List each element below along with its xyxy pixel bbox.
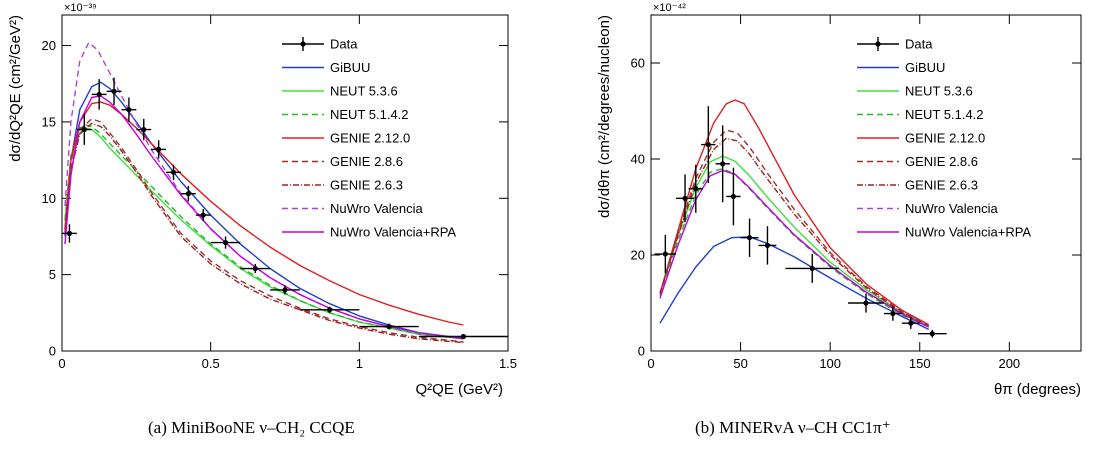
a-data-point — [111, 88, 117, 94]
b-legend-label: NEUT 5.3.6 — [905, 84, 973, 99]
a-ytick-label: 20 — [42, 38, 56, 53]
a-data-points — [62, 77, 508, 340]
b-legend: Data GiBUU NEUT 5.3.6 NEUT 5.1.4.2 GENIE 2.1… — [857, 37, 1031, 240]
a-legend-label: Data — [330, 37, 358, 52]
b-y-exponent: ×10⁻⁴² — [653, 2, 686, 14]
a-data-point — [327, 307, 333, 313]
a-series-line — [64, 95, 464, 340]
a-xtick-label: 0 — [58, 356, 65, 371]
a-series-line — [64, 81, 464, 339]
b-data-point — [730, 193, 737, 200]
a-ytick-label: 15 — [42, 114, 56, 129]
a-ytick-label: 10 — [42, 191, 56, 206]
b-ytick-label: 0 — [638, 344, 645, 359]
a-data-point — [81, 126, 87, 133]
b-data-point — [705, 142, 711, 148]
b-xtick-label: 0 — [647, 356, 654, 371]
b-legend-swatch-marker — [875, 41, 881, 47]
a-legend-swatch-marker — [300, 41, 306, 47]
a-data-point — [460, 333, 466, 340]
b-data-point — [908, 320, 914, 326]
b-data-point — [746, 235, 753, 241]
a-legend-label: GENIE 2.12.0 — [330, 131, 410, 146]
a-series-group — [64, 41, 464, 344]
b-series-line — [659, 155, 929, 326]
b-ytick-label: 60 — [631, 56, 645, 71]
a-ytick-label: 5 — [49, 267, 56, 282]
a-data-point — [170, 169, 177, 175]
a-ylabel: dσ/dQ²QE (cm²/GeV²) — [7, 15, 24, 162]
a-data-point — [252, 265, 258, 272]
b-series-line — [659, 137, 930, 328]
b-series-line — [659, 236, 930, 331]
b-legend-label: GiBUU — [905, 60, 945, 75]
b-data-points — [654, 106, 947, 338]
a-xlabel: Q²QE (GeV²) — [415, 381, 503, 398]
a-series-line — [64, 101, 464, 326]
b-data-point — [693, 186, 699, 192]
b-data-point — [682, 195, 688, 201]
b-plot-frame — [650, 14, 1082, 352]
caption-b: (b) MINERvA ν–CH CC1π⁺ — [695, 418, 891, 437]
a-legend-label: NuWro Valencia — [330, 201, 423, 216]
a-data-point — [126, 107, 132, 113]
b-data-point — [929, 331, 935, 337]
a-series-line — [64, 124, 464, 340]
a-data-point — [282, 287, 288, 293]
a-data-point — [386, 323, 392, 330]
a-series-line — [64, 122, 464, 344]
b-data-point — [809, 265, 815, 272]
b-xtick-label: 200 — [998, 356, 1020, 371]
b-ytick-label: 20 — [631, 248, 645, 263]
a-legend-label: NEUT 5.1.4.2 — [330, 107, 409, 122]
a-xtick-label: 1 — [356, 356, 363, 371]
a-legend-label: GiBUU — [330, 60, 370, 75]
b-data-point — [720, 161, 726, 167]
a-series-line — [64, 118, 464, 343]
b-legend-label: GENIE 2.6.3 — [905, 178, 978, 193]
b-xtick-label: 150 — [909, 356, 931, 371]
a-data-point — [222, 239, 229, 246]
b-data-point — [764, 242, 771, 248]
b-series-group — [659, 99, 930, 331]
a-ytick-label: 0 — [49, 344, 56, 359]
a-data-point — [200, 212, 206, 218]
b-legend-label: Data — [905, 37, 933, 52]
a-legend-label: NEUT 5.3.6 — [330, 84, 398, 99]
b-legend-label: GENIE 2.8.6 — [905, 154, 978, 169]
b-data-point — [890, 310, 896, 317]
a-legend-label: NuWro Valencia+RPA — [330, 225, 456, 240]
b-legend-label: GENIE 2.12.0 — [905, 131, 985, 146]
a-legend-label: GENIE 2.8.6 — [330, 154, 403, 169]
panel-a-chart: 0 0.5 1 1.5 0 5 10 15 20 ×10⁻³⁹ dσ/dQ²QE (cm²/GeV²… — [7, 2, 517, 398]
b-legend-label: NuWro Valencia+RPA — [905, 225, 1031, 240]
b-data-point — [662, 251, 668, 257]
caption-a: (a) MiniBooNE ν–CH₂ CCQE — [148, 418, 355, 437]
a-legend: Data GiBUU NEUT 5.3.6 NEUT 5.1.4.2 GENIE 2.1… — [282, 37, 456, 240]
a-legend-label: GENIE 2.6.3 — [330, 178, 403, 193]
a-data-point — [141, 126, 147, 133]
a-y-exponent: ×10⁻³⁹ — [64, 2, 97, 14]
b-xtick-label: 50 — [733, 356, 747, 371]
b-ytick-label: 40 — [631, 152, 645, 167]
a-series-line — [64, 41, 464, 340]
b-data-point — [863, 300, 869, 306]
a-xtick-label: 0.5 — [202, 356, 220, 371]
b-series-line — [659, 99, 930, 326]
b-legend-label: NEUT 5.1.4.2 — [905, 107, 984, 122]
a-data-point — [156, 146, 162, 152]
a-data-point — [96, 91, 102, 98]
panel-b-chart: 0 50 100 150 200 0 20 40 60 ×10⁻⁴² dσ/dθπ (cm²/deg… — [596, 2, 1082, 398]
b-xlabel: θπ (degrees) — [994, 381, 1081, 398]
b-legend-label: NuWro Valencia — [905, 201, 998, 216]
a-data-point — [66, 230, 73, 236]
a-xtick-label: 1.5 — [499, 356, 517, 371]
a-data-point — [185, 191, 191, 197]
b-ylabel: dσ/dθπ (cm²/degrees/nucleon) — [596, 15, 613, 218]
a-plot-frame — [61, 14, 509, 352]
b-xtick-label: 100 — [819, 356, 841, 371]
